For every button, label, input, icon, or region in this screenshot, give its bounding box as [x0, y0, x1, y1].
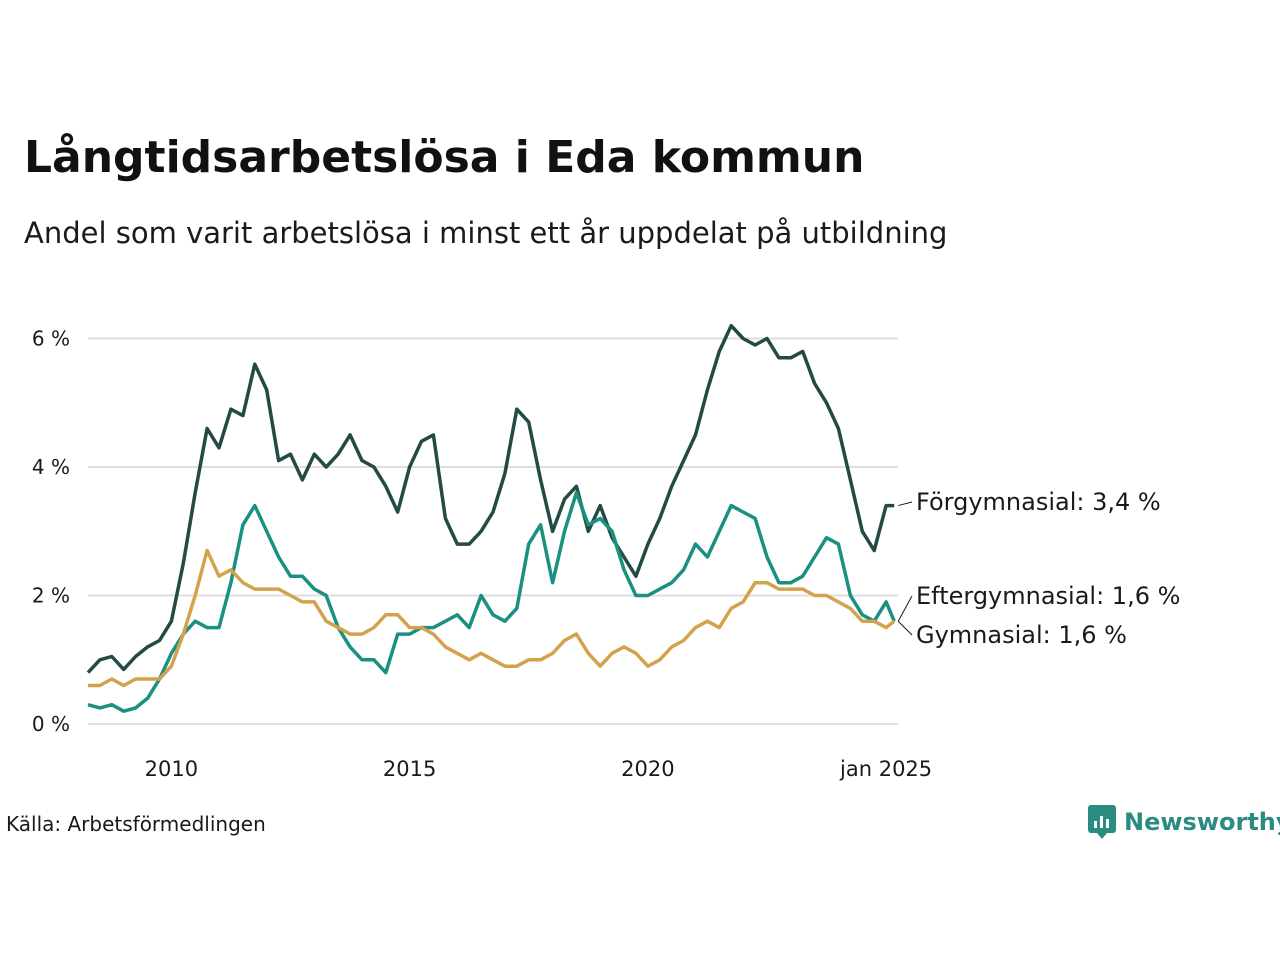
y-tick-label: 4 %	[32, 455, 70, 479]
series-line-eftergymnasial	[87, 490, 896, 713]
chart-subtitle: Andel som varit arbetslösa i minst ett å…	[24, 216, 948, 250]
series-lines	[86, 323, 896, 713]
gridlines	[88, 337, 898, 725]
series-label-eftergymnasial: Eftergymnasial: 1,6 %	[916, 582, 1180, 610]
brand-logo: Newsworthy	[1088, 804, 1280, 840]
newsworthy-logo-icon	[1088, 805, 1116, 839]
series-line-förgymnasial	[86, 323, 895, 674]
chart-title: Långtidsarbetslösa i Eda kommun	[24, 132, 865, 183]
y-axis-ticks: 0 % 2 % 4 % 6 %	[32, 327, 70, 736]
brand-name: Newsworthy	[1124, 808, 1280, 836]
label-leader-gymnasial	[897, 620, 913, 636]
x-tick-label: 2015	[383, 757, 436, 781]
series-line-gymnasial	[88, 548, 896, 688]
x-axis-ticks: 2010 2015 2020 jan 2025	[145, 757, 933, 781]
series-label-förgymnasial: Förgymnasial: 3,4 %	[916, 488, 1161, 516]
source-note: Källa: Arbetsförmedlingen	[6, 812, 266, 836]
label-leader-eftergymnasial	[897, 595, 913, 622]
y-tick-label: 0 %	[32, 712, 70, 736]
series-end-labels: Förgymnasial: 3,4 % Eftergymnasial: 1,6 %…	[897, 488, 1180, 649]
y-tick-label: 6 %	[32, 327, 70, 351]
series-label-gymnasial: Gymnasial: 1,6 %	[916, 621, 1127, 649]
x-tick-label: 2020	[621, 757, 674, 781]
y-tick-label: 2 %	[32, 584, 70, 608]
x-tick-label: jan 2025	[839, 757, 932, 781]
x-tick-label: 2010	[145, 757, 198, 781]
label-leader-förgymnasial	[898, 501, 913, 507]
